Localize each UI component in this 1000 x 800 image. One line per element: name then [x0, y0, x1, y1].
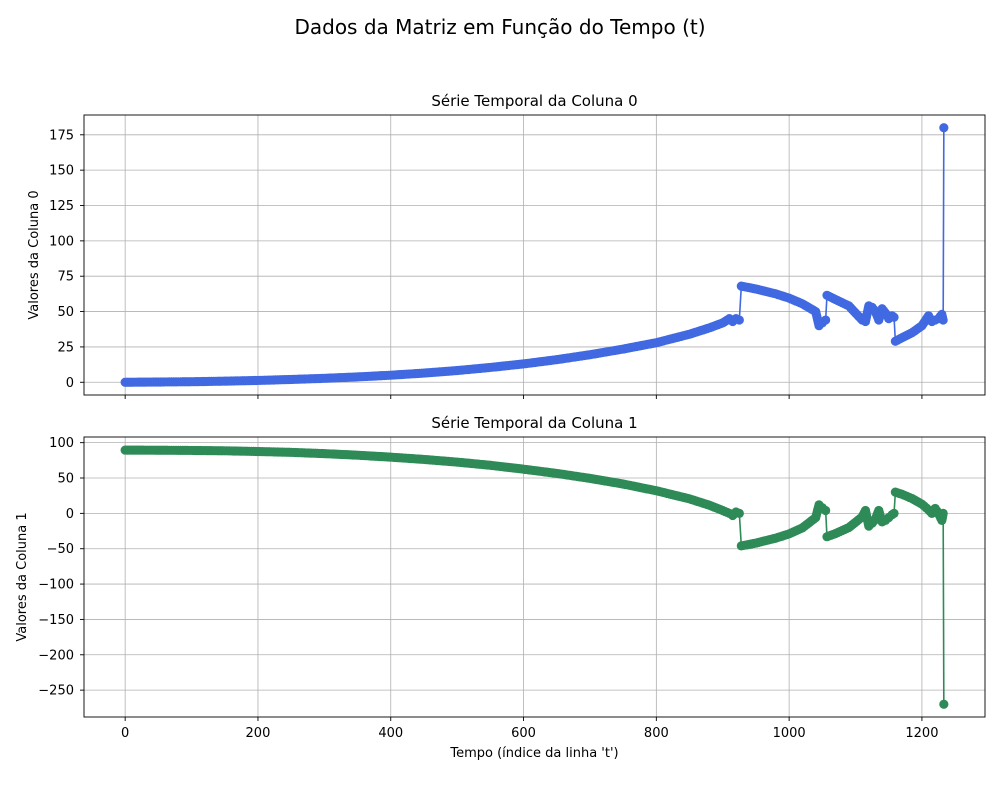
y-tick-label: 0	[66, 376, 74, 391]
y-tick-label: 100	[49, 234, 74, 249]
data-point	[821, 315, 831, 325]
data-point	[938, 315, 948, 325]
subplot-column-1: 0 200 400 600 800 1000 1200 100 50 0 −50 −100 −150 −2…	[15, 414, 986, 761]
y-tick-label: −50	[47, 542, 74, 557]
data-point	[734, 315, 744, 325]
axes-frame	[83, 114, 986, 396]
y-tick-label: −200	[38, 648, 74, 663]
y-tick-label: −250	[38, 684, 74, 699]
series-line	[125, 449, 945, 705]
x-axis-label: Tempo (índice da linha 't')	[449, 746, 618, 761]
x-tick-label: 400	[378, 726, 403, 741]
x-tick-label: 1200	[905, 726, 938, 741]
data-point	[889, 508, 899, 518]
data-point	[939, 699, 949, 709]
series-line	[125, 127, 945, 384]
subplot-title: Série Temporal da Coluna 1	[431, 414, 637, 432]
y-tick-label: 0	[66, 507, 74, 522]
y-tick-label: 50	[57, 472, 74, 487]
x-tick-label: 1000	[773, 726, 806, 741]
y-tick-label: 125	[49, 199, 74, 214]
axes-frame	[83, 436, 986, 718]
data-point	[939, 123, 949, 133]
data-point	[821, 505, 831, 516]
y-tick-label: 175	[49, 128, 74, 143]
y-tick-label: −150	[38, 613, 74, 628]
data-point	[938, 508, 948, 518]
x-tick-label: 200	[246, 726, 271, 741]
y-tick-label: −100	[38, 578, 74, 593]
series-markers	[120, 123, 949, 387]
data-point	[889, 312, 899, 322]
x-tick-label: 0	[121, 726, 129, 741]
y-tick-label: 25	[57, 340, 74, 355]
x-tick-label: 600	[511, 726, 536, 741]
series-markers	[120, 445, 949, 709]
y-tick-label: 50	[57, 305, 74, 320]
data-point	[734, 508, 744, 518]
figure-title: Dados da Matriz em Função do Tempo (t)	[294, 15, 705, 39]
y-tick-label: 150	[49, 164, 74, 179]
y-axis-label: Valores da Coluna 1	[15, 512, 30, 641]
x-tick-label: 800	[644, 726, 669, 741]
subplot-title: Série Temporal da Coluna 0	[431, 92, 637, 110]
y-tick-label: 100	[49, 436, 74, 451]
y-tick-label: 75	[57, 270, 74, 285]
y-axis-label: Valores da Coluna 0	[27, 190, 42, 319]
subplot-column-0: 0 25 50 75 100 125 150 175 Série Temporal da Col…	[27, 92, 986, 399]
